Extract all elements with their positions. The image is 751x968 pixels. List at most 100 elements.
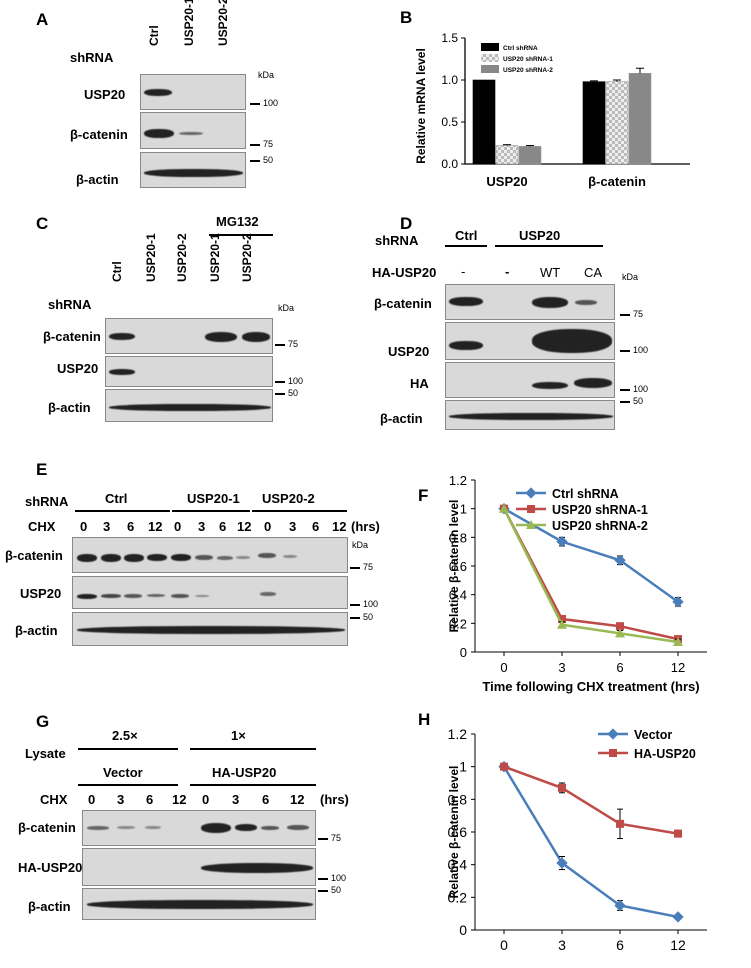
time-label: 12 xyxy=(332,519,347,534)
lane-label: Ctrl xyxy=(147,25,161,46)
group-underline xyxy=(252,510,347,512)
marker-tick xyxy=(318,838,328,840)
bar xyxy=(472,79,496,165)
data-point xyxy=(614,899,626,912)
marker-label: 100 xyxy=(363,599,379,609)
marker-label: 50 xyxy=(263,155,274,165)
time-label: 12 xyxy=(148,519,163,534)
x-tick-label: 12 xyxy=(671,660,685,675)
y-tick-label: 0.2 xyxy=(449,616,467,631)
marker-tick xyxy=(350,604,360,606)
row-label-bactin: β-actin xyxy=(28,899,71,914)
marker-tick xyxy=(275,381,285,383)
kda-label: kDa xyxy=(352,540,369,550)
row-label-bcatenin: β-catenin xyxy=(5,548,63,563)
data-point xyxy=(556,535,568,548)
panel-label-h: H xyxy=(418,710,431,729)
marker-label: 75 xyxy=(633,309,644,319)
time-label: 12 xyxy=(172,792,187,807)
data-point xyxy=(672,911,684,923)
data-point xyxy=(674,829,682,838)
data-point xyxy=(558,615,566,624)
row-label-bcatenin: β-catenin xyxy=(18,820,76,835)
lane-label: USP20-2 xyxy=(216,0,230,46)
x-axis-label: Time following CHX treatment (hrs) xyxy=(474,958,708,961)
data-point xyxy=(500,762,508,771)
usp20-group-label: USP20 xyxy=(519,228,561,243)
series-line xyxy=(503,765,679,835)
y-tick-label: 0 xyxy=(460,645,467,660)
time-label: 0 xyxy=(80,519,88,534)
blot-strip xyxy=(140,74,246,110)
marker-tick xyxy=(350,567,360,569)
y-tick-label: 0.4 xyxy=(449,588,467,603)
legend-marker xyxy=(526,520,536,529)
legend-label: HA-USP20 xyxy=(634,747,696,761)
blot-strip xyxy=(140,152,246,188)
blot-strip xyxy=(82,848,316,886)
y-tick-label: 0.0 xyxy=(441,157,458,171)
series-line xyxy=(502,508,679,644)
marker-label: 75 xyxy=(263,139,274,149)
row-label-ha-usp20: HA-USP20 xyxy=(18,860,83,875)
shrna-label: shRNA xyxy=(48,297,92,312)
time-label: 6 xyxy=(146,792,154,807)
marker-label: 50 xyxy=(363,612,374,622)
marker-tick xyxy=(318,890,328,892)
panel-label-f: F xyxy=(418,486,429,505)
ctrl-label: Ctrl xyxy=(105,491,128,506)
legend-marker xyxy=(527,505,535,513)
lane-label: USP20-1 xyxy=(182,0,196,46)
data-point xyxy=(558,783,566,792)
ha-usp20-label: HA-USP20 xyxy=(212,765,277,780)
blot-strip xyxy=(72,576,348,609)
series-line xyxy=(502,766,679,919)
data-point xyxy=(616,622,624,631)
group-underline xyxy=(495,245,603,247)
group-underline xyxy=(78,748,178,750)
lysate-1x: 1× xyxy=(231,728,246,743)
x-tick-label: 12 xyxy=(670,937,686,953)
marker-tick xyxy=(620,350,630,352)
x-tick-label: 3 xyxy=(558,660,565,675)
lane-label: - xyxy=(461,264,466,279)
legend-marker xyxy=(607,728,619,740)
group-underline xyxy=(190,748,316,750)
chart-h: 0 0.2 0.4 0.6 0.8 1 1.2 0 3 6 12 Time following CHX… xyxy=(447,726,708,961)
panel-label-e: E xyxy=(36,460,48,479)
y-tick-label: 1.5 xyxy=(441,31,458,45)
bar xyxy=(605,81,629,165)
marker-label: 75 xyxy=(331,833,342,843)
marker-tick xyxy=(620,401,630,403)
hrs-label: (hrs) xyxy=(320,792,349,807)
blot-strip xyxy=(105,389,273,422)
marker-label: 100 xyxy=(288,376,304,386)
bar xyxy=(582,81,606,165)
chart-b: 0.0 0.5 1.0 1.5 Relative mRNA level Ctrl shRN… xyxy=(414,31,690,189)
y-tick-label: 0.8 xyxy=(448,791,468,807)
panel-label-c: C xyxy=(36,214,49,233)
blot-strip xyxy=(105,356,273,387)
time-label: 6 xyxy=(219,519,227,534)
panel-label-d: D xyxy=(400,214,413,233)
y-tick-label: 0.2 xyxy=(448,889,468,905)
time-label: 6 xyxy=(127,519,135,534)
time-label: 0 xyxy=(88,792,96,807)
legend-label: Ctrl shRNA xyxy=(503,45,538,52)
legend-label: Ctrl shRNA xyxy=(552,487,619,501)
row-label-usp20: USP20 xyxy=(20,586,62,601)
marker-tick xyxy=(250,144,260,146)
y-axis-label: Relative β-catenin level xyxy=(447,766,461,899)
marker-tick xyxy=(318,878,328,880)
time-label: 12 xyxy=(290,792,305,807)
chx-label: CHX xyxy=(40,792,68,807)
time-label: 0 xyxy=(264,519,272,534)
bar xyxy=(518,146,542,165)
time-label: 3 xyxy=(117,792,125,807)
lysate-2-5x: 2.5× xyxy=(112,728,138,743)
marker-tick xyxy=(250,160,260,162)
group-underline xyxy=(190,784,316,786)
y-axis-label: Relative mRNA level xyxy=(414,48,428,164)
marker-tick xyxy=(275,344,285,346)
legend-label: USP20 shRNA-1 xyxy=(552,503,648,517)
